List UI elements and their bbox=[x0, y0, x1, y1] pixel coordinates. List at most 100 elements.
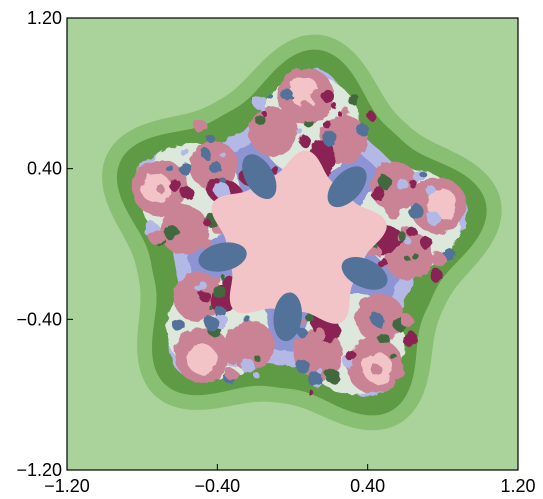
fractal-detail bbox=[321, 89, 334, 103]
fractal-detail bbox=[397, 231, 407, 241]
fractal-detail bbox=[180, 186, 194, 200]
fractal-detail bbox=[254, 114, 266, 125]
fractal-detail bbox=[403, 237, 412, 245]
fractal-detail bbox=[240, 358, 255, 373]
fractal-detail bbox=[148, 230, 164, 245]
fractal-detail bbox=[172, 318, 185, 331]
fractal-detail bbox=[300, 101, 313, 114]
dark-blue-lobe bbox=[273, 292, 302, 342]
fractal-detail bbox=[203, 218, 212, 227]
x-tick-label: −0.40 bbox=[195, 476, 241, 496]
fractal-detail bbox=[229, 339, 242, 352]
fractal-detail bbox=[189, 290, 197, 298]
fractal-detail bbox=[218, 177, 226, 185]
fractal-detail bbox=[156, 185, 166, 194]
fractal-detail bbox=[443, 248, 456, 261]
fractal-detail bbox=[356, 124, 370, 137]
dark-blue-lobe bbox=[341, 256, 388, 290]
fractal-detail bbox=[299, 135, 311, 147]
fractal-detail bbox=[321, 375, 327, 381]
fractal-detail bbox=[378, 333, 390, 345]
dark-blue-lobe bbox=[242, 154, 277, 200]
fractal-detail bbox=[331, 103, 338, 110]
fractal-detail bbox=[209, 161, 222, 174]
petal-bulb bbox=[159, 205, 209, 255]
fractal-detail bbox=[178, 341, 191, 354]
fractal-detail bbox=[429, 268, 443, 282]
fractal-detail bbox=[230, 370, 239, 379]
fractal-detail bbox=[406, 257, 412, 263]
petal-core bbox=[426, 188, 457, 219]
fractal-detail bbox=[253, 372, 260, 379]
fractal-detail bbox=[206, 134, 215, 143]
fractal-detail bbox=[173, 172, 182, 181]
fractal-detail bbox=[201, 148, 212, 159]
petal-core bbox=[140, 172, 172, 204]
fractal-detail bbox=[370, 364, 382, 376]
fractal-detail bbox=[427, 211, 441, 226]
fractal-detail bbox=[261, 110, 267, 116]
fractal-detail bbox=[396, 178, 409, 191]
petal-core bbox=[186, 343, 217, 374]
x-tick-label: 1.20 bbox=[500, 476, 535, 496]
y-tick-label: −1.20 bbox=[16, 460, 62, 480]
fractal-detail bbox=[412, 253, 420, 261]
x-tick-label: 0.40 bbox=[350, 476, 385, 496]
fractal-detail bbox=[199, 290, 211, 302]
fractal-detail bbox=[198, 280, 207, 290]
fractal-lobe bbox=[359, 161, 467, 282]
fractal-detail bbox=[431, 252, 446, 267]
y-tick-label: 0.40 bbox=[27, 159, 62, 179]
fractal-detail bbox=[271, 166, 279, 174]
fractal-detail bbox=[367, 111, 376, 121]
fractal-detail bbox=[179, 146, 189, 156]
fractal-detail bbox=[213, 182, 230, 199]
fractal-detail bbox=[345, 350, 357, 362]
fractal-detail bbox=[212, 285, 227, 299]
fractal-detail bbox=[325, 369, 341, 384]
fractal-detail bbox=[200, 238, 212, 250]
fractal-detail bbox=[402, 331, 418, 347]
fractal-detail bbox=[267, 93, 274, 100]
fractal-detail bbox=[317, 368, 324, 375]
fractal-lobe bbox=[248, 67, 376, 180]
dark-blue-lobe bbox=[198, 242, 247, 272]
fractal-detail bbox=[296, 359, 310, 374]
fractal-detail bbox=[215, 306, 226, 317]
fractal-detail bbox=[419, 236, 433, 249]
fractal-detail bbox=[307, 372, 323, 387]
fractal-detail bbox=[223, 348, 240, 364]
y-tick-label: −0.40 bbox=[16, 309, 62, 329]
fractal-detail bbox=[349, 361, 364, 376]
fractal-detail bbox=[337, 111, 343, 117]
y-tick-label: 1.20 bbox=[27, 8, 62, 28]
fractal-detail bbox=[408, 204, 424, 220]
fractal-detail bbox=[181, 178, 188, 185]
fractal-detail bbox=[296, 127, 303, 134]
fractal-detail bbox=[219, 151, 226, 158]
fractal-detail bbox=[409, 180, 418, 189]
fractal-detail bbox=[325, 136, 335, 145]
fractal-detail bbox=[340, 107, 350, 116]
fractal-detail bbox=[164, 225, 179, 241]
fractal-detail bbox=[208, 305, 213, 310]
fractal-detail bbox=[314, 328, 326, 340]
fractal-detail bbox=[390, 353, 397, 360]
fractal-detail bbox=[242, 314, 251, 323]
fractal-detail bbox=[211, 275, 220, 283]
fractal-detail bbox=[376, 256, 387, 267]
dark-blue-lobe bbox=[327, 166, 367, 208]
fractal-detail bbox=[252, 94, 267, 110]
fractal-detail bbox=[303, 112, 314, 123]
x-tick-label: −1.20 bbox=[44, 476, 90, 496]
fractal-detail bbox=[297, 327, 308, 338]
fractal-detail bbox=[385, 202, 400, 217]
fractal-detail bbox=[254, 355, 262, 363]
fractal-detail bbox=[205, 317, 220, 332]
fractal-detail bbox=[370, 313, 384, 327]
plot-frame bbox=[66, 17, 519, 471]
fractal-detail bbox=[322, 120, 332, 129]
fractal-detail bbox=[307, 389, 313, 395]
fractal-detail bbox=[220, 275, 226, 281]
